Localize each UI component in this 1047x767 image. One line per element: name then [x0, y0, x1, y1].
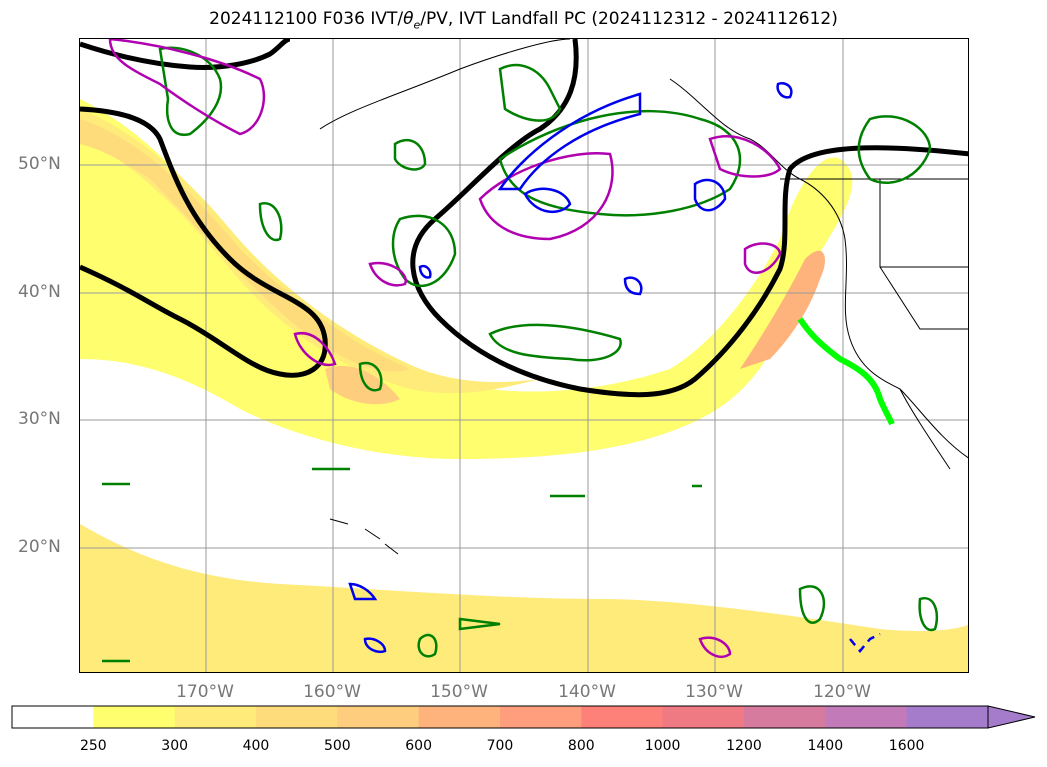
lon-label-150w: 150°W — [430, 682, 488, 702]
colorbar-extend-arrow — [987, 705, 1036, 729]
ivt-colorbar — [11, 705, 1036, 729]
colorbar-tick-label: 250 — [79, 738, 107, 754]
coastlines — [319, 39, 968, 555]
ivt-band-coast — [740, 250, 825, 369]
colorbar-segment — [12, 706, 94, 728]
lat-label-20: 20°N — [18, 537, 61, 557]
ivt-landfall-line — [797, 317, 895, 426]
ivt-band-300 — [80, 109, 540, 394]
colorbar-tick-label: 800 — [567, 738, 595, 754]
colorbar-tick-label: 1200 — [726, 738, 762, 754]
colorbar-segment — [906, 706, 989, 728]
colorbar-tick-label: 500 — [323, 738, 351, 754]
pv-magenta-contours — [108, 39, 782, 658]
colorbar-segment — [418, 706, 501, 728]
colorbar-segment — [743, 706, 826, 728]
colorbar-segment — [93, 706, 176, 728]
colorbar-tick-label: 400 — [242, 738, 270, 754]
pv-blue-contours — [348, 82, 881, 654]
lat-label-30: 30°N — [18, 409, 61, 429]
colorbar-tick-label: 1600 — [888, 738, 925, 754]
colorbar-segment — [499, 706, 582, 728]
lon-label-140w: 140°W — [558, 682, 616, 702]
ivt-band-subtropical — [80, 524, 968, 672]
ivt-band-250 — [80, 99, 853, 459]
lon-label-160w: 160°W — [303, 682, 361, 702]
colorbar-segment — [255, 706, 338, 728]
colorbar-segment — [337, 706, 420, 728]
colorbar-tick-label: 1400 — [807, 738, 844, 754]
map-canvas — [80, 39, 968, 672]
colorbar-segment — [662, 706, 745, 728]
ivt-fill-layer — [80, 99, 968, 672]
graticule — [80, 39, 968, 672]
lon-label-130w: 130°W — [685, 682, 743, 702]
colorbar-tick-label: 700 — [486, 738, 514, 754]
chart-title: 2024112100 F036 IVT/θe/PV, IVT Landfall … — [209, 9, 838, 32]
colorbar-tick-label: 300 — [161, 738, 189, 754]
lon-label-120w: 120°W — [813, 682, 871, 702]
colorbar-segment — [581, 706, 664, 728]
lat-label-50: 50°N — [18, 154, 61, 174]
colorbar-tick-label: 600 — [405, 738, 433, 754]
colorbar-tick-label: 1000 — [644, 738, 681, 754]
pv-green-contours — [102, 46, 939, 663]
map-panel — [79, 38, 969, 673]
colorbar-segment — [174, 706, 257, 728]
lat-label-40: 40°N — [18, 282, 61, 302]
colorbar-segment — [825, 706, 908, 728]
ivt-band-400 — [80, 119, 410, 372]
ivt-core-mid — [325, 365, 400, 405]
lon-label-170w: 170°W — [176, 682, 234, 702]
